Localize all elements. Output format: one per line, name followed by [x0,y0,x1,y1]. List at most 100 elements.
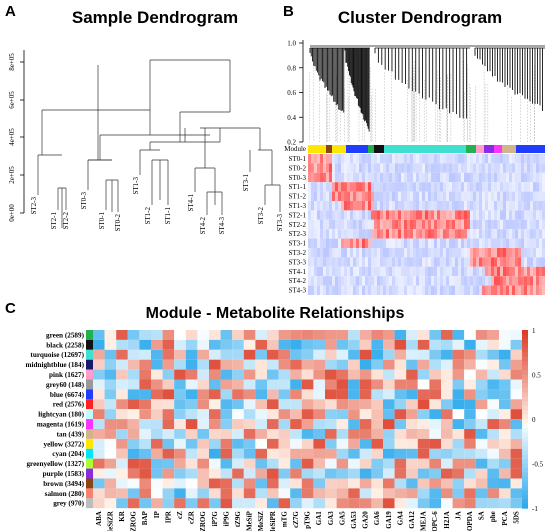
trait-cell [395,238,398,248]
trait-cell [467,172,470,183]
trait-cell [467,257,470,267]
trait-cell [488,229,491,239]
trait-cell [470,201,473,211]
trait-cell [524,229,527,239]
correlation-cell [464,419,476,429]
trait-cell [461,191,464,201]
trait-cell [407,285,410,295]
correlation-cell [93,438,105,449]
trait-cell [359,257,362,267]
correlation-cell [371,349,383,360]
trait-cell [518,257,521,267]
trait-cell [317,229,320,239]
trait-cell [419,257,422,267]
trait-cell [422,285,425,295]
trait-cell [473,191,476,201]
correlation-cell [197,409,209,420]
correlation-cell [429,468,441,479]
trait-cell [476,201,479,211]
correlation-cell [290,448,302,459]
correlation-cell [243,468,256,479]
trait-cell [377,154,380,164]
module-label: lightcyan (180) [38,411,84,419]
a-y-tick-label: 2e+05 [8,166,16,184]
correlation-cell [475,399,488,410]
correlation-cell [209,339,221,350]
trait-cell [368,163,371,173]
trait-cell [323,257,326,267]
correlation-cell [487,488,499,499]
trait-cell [539,210,542,220]
correlation-cell [499,349,511,360]
correlation-cell [499,359,511,370]
correlation-cell [301,478,314,489]
trait-cell [314,182,317,192]
trait-cell [344,201,347,211]
trait-cell [311,201,314,211]
trait-cell [515,191,518,201]
trait-cell [482,210,485,220]
trait-cell [440,257,443,267]
trait-cell [452,248,455,258]
correlation-cell [475,389,488,400]
trait-cell [347,210,350,220]
correlation-cell [336,399,349,410]
b-y-ticks: 0.20.40.60.81.0 [287,40,303,147]
trait-cell [494,182,497,192]
correlation-cell [151,478,163,489]
correlation-cell [499,369,511,380]
trait-cell [479,248,482,258]
legend-step [522,423,528,429]
trait-cell [527,266,530,277]
trait-cell [314,276,317,286]
trait-row [308,248,545,258]
correlation-cell [278,379,291,390]
correlation-cell [452,409,465,420]
correlation-cell [371,468,383,479]
trait-cell [497,154,500,164]
trait-cell [476,285,479,295]
metabolite-label: GA53 [350,511,358,529]
trait-cell [434,201,437,211]
trait-cell [455,191,458,201]
legend-tick-label: 1 [532,327,536,335]
trait-cell [380,276,383,286]
correlation-cell [371,429,383,439]
trait-cell [326,266,329,277]
correlation-cell [383,339,395,350]
trait-cell [422,257,425,267]
correlation-cell [290,429,302,439]
metabolite-label: JA [454,511,462,520]
module-label: yellow (3272) [43,440,84,448]
trait-cell [530,163,533,173]
correlation-cell [441,379,453,390]
trait-cell [383,238,386,248]
correlation-cell [510,369,523,380]
trait-cell [446,191,449,201]
trait-cell [431,191,434,201]
correlation-cell [116,359,128,370]
correlation-cell [197,498,209,509]
trait-cell [527,238,530,248]
trait-cell [470,238,473,248]
module-color-swatch [86,369,93,380]
trait-row-label: ST4-3 [289,287,307,295]
correlation-cell [464,458,476,469]
correlation-cell [139,379,151,390]
trait-cell [449,257,452,267]
correlation-cell [220,369,233,380]
trait-cell [464,210,467,220]
correlation-cell [278,498,291,509]
correlation-cell [325,478,337,489]
trait-cell [317,219,320,230]
trait-cell [470,154,473,164]
trait-cell [350,163,353,173]
correlation-cell [359,409,372,420]
trait-cell [539,219,542,230]
trait-cell [311,191,314,201]
metabolite-label: iP9G [222,511,230,527]
correlation-cell [255,339,267,350]
trait-cell [482,266,485,277]
trait-cell [377,229,380,239]
correlation-cell [313,379,325,390]
